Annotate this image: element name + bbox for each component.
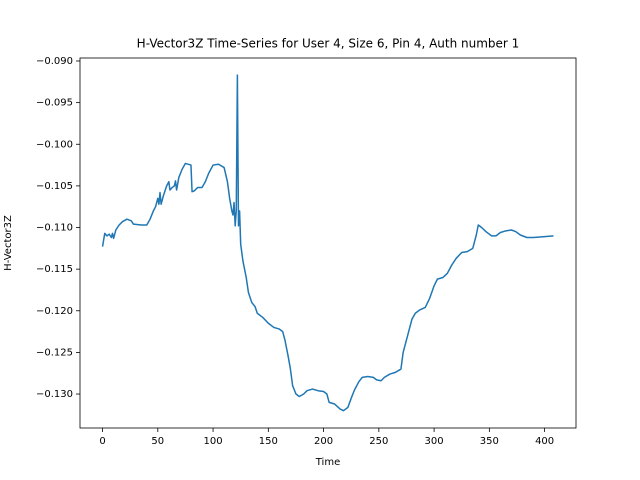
x-tick-label: 150 bbox=[259, 436, 278, 447]
x-tick-label: 300 bbox=[425, 436, 444, 447]
y-tick-label: −0.095 bbox=[36, 98, 73, 109]
y-tick-label: −0.100 bbox=[36, 139, 73, 150]
axes-frame bbox=[79, 57, 577, 429]
x-tick-label: 250 bbox=[369, 436, 388, 447]
data-line bbox=[101, 74, 554, 412]
x-tick-label: 400 bbox=[535, 436, 554, 447]
y-tick-label: −0.120 bbox=[36, 306, 73, 317]
chart-title: H-Vector3Z Time-Series for User 4, Size … bbox=[137, 37, 520, 51]
y-tick-label: −0.115 bbox=[36, 264, 73, 275]
x-tick-label: 350 bbox=[480, 436, 499, 447]
x-axis-label: Time bbox=[315, 457, 340, 468]
y-tick-label: −0.090 bbox=[36, 56, 73, 67]
y-tick-label: −0.125 bbox=[36, 347, 73, 358]
y-tick-label: −0.110 bbox=[36, 223, 73, 234]
y-tick-label: −0.130 bbox=[36, 389, 73, 400]
y-axis-label: H-Vector3Z bbox=[3, 215, 14, 271]
x-tick-label: 200 bbox=[314, 436, 333, 447]
x-tick-label: 50 bbox=[151, 436, 164, 447]
x-tick-label: 0 bbox=[99, 436, 105, 447]
y-tick-label: −0.105 bbox=[36, 181, 73, 192]
x-tick-label: 100 bbox=[204, 436, 223, 447]
